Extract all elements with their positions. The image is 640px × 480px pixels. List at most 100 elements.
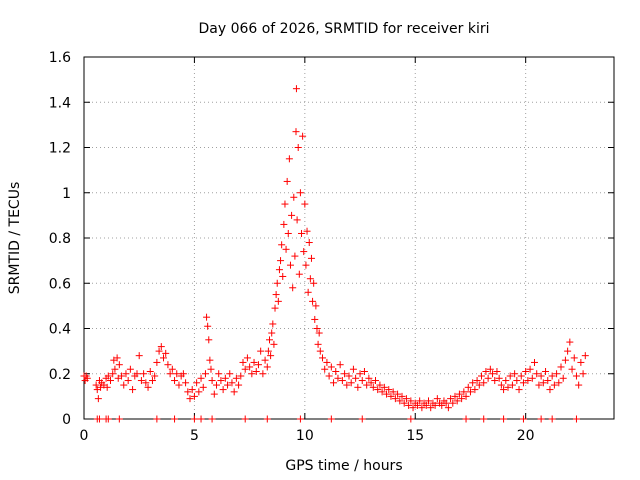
data-point <box>275 266 283 274</box>
data-point <box>360 367 368 375</box>
data-point <box>345 372 353 380</box>
y-tick-label: 0.6 <box>49 276 71 292</box>
data-point <box>482 367 490 375</box>
data-point <box>422 401 430 409</box>
data-point <box>279 272 287 280</box>
data-point <box>94 395 102 403</box>
data-point <box>575 381 583 389</box>
data-point <box>157 343 165 351</box>
data-point <box>109 370 117 378</box>
data-point <box>425 397 432 405</box>
data-point <box>542 367 550 375</box>
data-point <box>207 365 215 373</box>
data-point <box>365 374 373 382</box>
data-point <box>104 372 112 380</box>
data-point <box>243 354 251 362</box>
data-point <box>285 155 293 163</box>
data-point <box>111 365 119 373</box>
data-point <box>292 128 300 136</box>
data-point <box>296 189 304 197</box>
data-point <box>363 381 371 389</box>
y-tick-label: 0.8 <box>49 231 71 247</box>
data-point <box>306 275 314 283</box>
data-point <box>190 392 198 400</box>
x-tick-label: 0 <box>80 428 89 444</box>
data-point <box>268 329 276 337</box>
data-point <box>444 404 452 412</box>
y-tick-label: 1.6 <box>49 50 71 66</box>
data-point <box>559 374 567 382</box>
data-point <box>515 386 523 394</box>
data-point <box>208 415 216 423</box>
data-point <box>210 390 218 398</box>
data-point <box>489 370 497 378</box>
data-point <box>323 358 331 366</box>
data-point <box>387 392 395 400</box>
data-point <box>204 322 212 330</box>
data-point <box>413 401 421 409</box>
data-point <box>148 377 156 385</box>
data-point <box>206 356 214 364</box>
data-point <box>500 386 508 394</box>
data-point <box>213 381 220 389</box>
data-point <box>519 415 527 423</box>
data-point <box>160 354 167 362</box>
data-point <box>478 372 485 380</box>
data-point <box>356 370 364 378</box>
data-point <box>319 354 326 362</box>
data-point <box>453 397 461 405</box>
data-point <box>462 392 470 400</box>
y-tick-label: 0.2 <box>49 367 71 383</box>
data-point <box>272 291 280 299</box>
data-point <box>179 370 187 378</box>
data-point <box>438 401 446 409</box>
data-point <box>186 395 194 403</box>
data-point <box>378 388 386 396</box>
data-point <box>241 415 249 423</box>
data-point <box>261 356 269 364</box>
data-point <box>480 415 488 423</box>
data-point <box>513 377 521 385</box>
data-point <box>273 279 281 287</box>
data-point <box>259 370 267 378</box>
data-point <box>264 347 272 355</box>
data-point <box>118 372 126 380</box>
data-point <box>142 379 150 387</box>
data-point <box>557 363 565 371</box>
data-point <box>504 383 512 391</box>
data-point <box>173 370 181 378</box>
data-point <box>338 377 346 385</box>
y-axis-title: SRMTID / TECUs <box>7 182 23 295</box>
data-point <box>280 220 288 228</box>
data-point <box>469 379 477 387</box>
data-point <box>241 365 249 373</box>
data-point <box>246 363 254 371</box>
data-point <box>464 383 472 391</box>
data-point <box>577 358 585 366</box>
data-point <box>358 415 366 423</box>
data-point <box>274 297 282 305</box>
data-point <box>83 374 91 382</box>
data-point <box>215 370 223 378</box>
data-point <box>312 302 320 310</box>
data-point <box>336 361 344 369</box>
data-point <box>544 377 552 385</box>
data-point <box>358 377 366 385</box>
data-point <box>462 415 470 423</box>
data-point <box>115 361 123 369</box>
data-point <box>140 370 148 378</box>
data-point <box>394 390 402 398</box>
data-point <box>535 381 543 389</box>
data-point <box>289 284 297 292</box>
data-point <box>347 379 355 387</box>
data-point <box>352 374 360 382</box>
data-point <box>500 415 508 423</box>
data-point <box>122 370 130 378</box>
data-point <box>133 370 141 378</box>
data-point <box>263 363 271 371</box>
data-point <box>484 374 492 382</box>
data-point <box>566 338 574 346</box>
data-point <box>124 377 132 385</box>
data-point <box>321 365 329 373</box>
data-point <box>313 325 321 332</box>
